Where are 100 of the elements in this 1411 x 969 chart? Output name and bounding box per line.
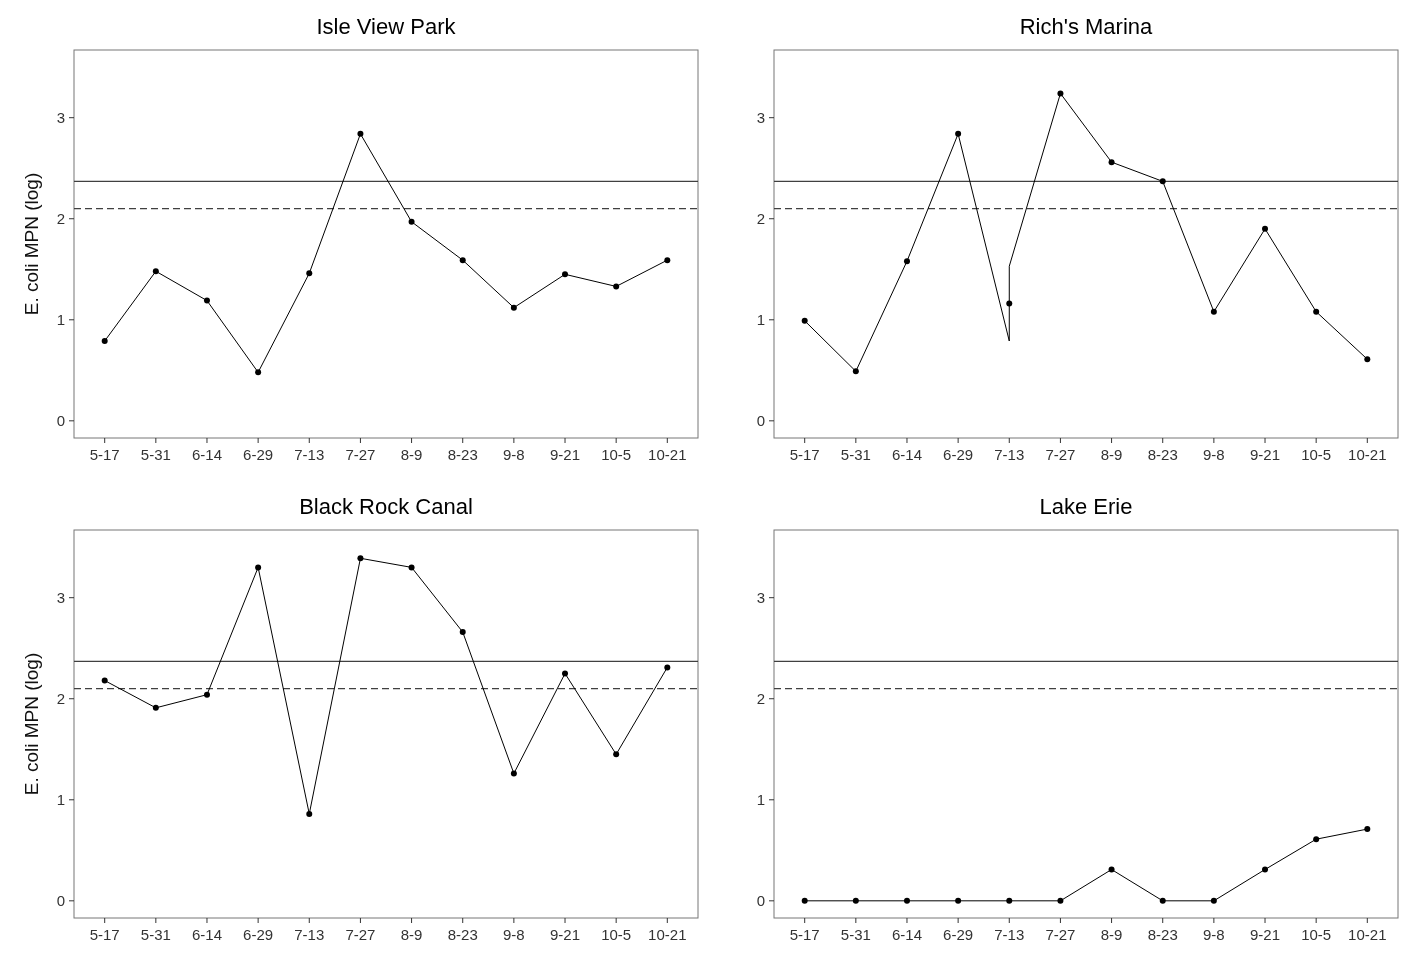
x-tick-label: 7-27 <box>345 446 376 463</box>
x-tick-label: 8-23 <box>447 926 478 943</box>
x-tick-label: 5-17 <box>789 446 820 463</box>
chart-title: Black Rock Canal <box>299 494 473 519</box>
x-tick-label: 6-29 <box>243 926 274 943</box>
point <box>306 270 313 277</box>
x-tick-label: 9-21 <box>550 446 581 463</box>
x-tick-label: 10-5 <box>1301 926 1332 943</box>
x-tick-label: 6-14 <box>891 926 922 943</box>
point <box>152 268 159 275</box>
point <box>357 130 364 137</box>
y-axis-title: E. coli MPN (log) <box>21 172 42 316</box>
chart-title: Lake Erie <box>1039 494 1133 519</box>
x-tick-label: 7-13 <box>294 446 325 463</box>
x-tick-label: 8-23 <box>447 446 478 463</box>
y-tick-label: 1 <box>56 791 65 809</box>
point <box>1006 897 1013 904</box>
x-tick-label: 7-27 <box>1045 926 1076 943</box>
point <box>459 257 466 264</box>
point <box>408 564 415 571</box>
point <box>801 317 808 324</box>
point <box>306 810 313 817</box>
point <box>203 297 210 304</box>
x-tick-label: 5-17 <box>89 926 120 943</box>
y-tick-label: 3 <box>56 588 65 606</box>
y-tick-label: 1 <box>756 791 765 809</box>
x-tick-label: 8-23 <box>1147 926 1178 943</box>
point <box>510 304 517 311</box>
point <box>357 555 364 562</box>
x-tick-label: 8-9 <box>400 926 423 943</box>
x-tick-label: 10-21 <box>1348 446 1387 463</box>
x-tick-label: 8-9 <box>400 446 423 463</box>
point <box>664 257 671 264</box>
y-tick-label: 0 <box>56 412 65 430</box>
point <box>408 218 415 225</box>
y-tick-label: 0 <box>56 892 65 910</box>
point <box>152 704 159 711</box>
x-tick-label: 9-8 <box>1203 926 1225 943</box>
point <box>1108 866 1115 873</box>
point <box>1210 897 1217 904</box>
point <box>562 271 569 278</box>
point <box>510 770 517 777</box>
x-tick-label: 9-8 <box>503 926 525 943</box>
point <box>613 283 620 290</box>
x-tick-label: 9-8 <box>1203 446 1225 463</box>
chart-title: Rich's Marina <box>1019 14 1154 39</box>
x-tick-label: 6-29 <box>943 446 974 463</box>
point <box>1313 308 1320 315</box>
y-tick-label: 0 <box>756 412 765 430</box>
x-tick-label: 10-5 <box>1301 446 1332 463</box>
x-tick-label: 7-27 <box>1045 446 1076 463</box>
x-tick-label: 7-27 <box>345 926 376 943</box>
point <box>1262 225 1269 232</box>
y-tick-label: 1 <box>756 311 765 329</box>
x-tick-label: 8-23 <box>1147 446 1178 463</box>
x-tick-label: 9-8 <box>503 446 525 463</box>
x-tick-label: 9-21 <box>1250 926 1281 943</box>
point <box>955 897 962 904</box>
x-tick-label: 5-31 <box>140 446 171 463</box>
x-tick-label: 6-14 <box>891 446 922 463</box>
x-tick-label: 9-21 <box>1250 446 1281 463</box>
x-tick-label: 7-13 <box>994 926 1025 943</box>
x-tick-label: 6-29 <box>243 446 274 463</box>
point <box>903 897 910 904</box>
point <box>664 664 671 671</box>
point <box>562 670 569 677</box>
point <box>101 338 108 344</box>
y-tick-label: 1 <box>56 311 65 329</box>
x-tick-label: 7-13 <box>994 446 1025 463</box>
x-tick-label: 5-31 <box>840 446 871 463</box>
point <box>1313 836 1320 843</box>
y-tick-label: 3 <box>56 108 65 126</box>
point <box>613 751 620 758</box>
point <box>203 691 210 698</box>
point <box>903 258 910 265</box>
x-tick-label: 6-29 <box>943 926 974 943</box>
x-tick-label: 10-5 <box>601 926 632 943</box>
x-tick-label: 5-17 <box>789 926 820 943</box>
y-tick-label: 3 <box>756 588 765 606</box>
x-tick-label: 5-31 <box>140 926 171 943</box>
x-tick-label: 5-17 <box>89 446 120 463</box>
point <box>1159 178 1166 185</box>
point <box>1006 300 1013 307</box>
y-axis-title: E. coli MPN (log) <box>21 652 42 796</box>
point <box>1364 826 1371 833</box>
x-tick-label: 6-14 <box>191 926 222 943</box>
y-tick-label: 2 <box>56 689 65 707</box>
point <box>801 897 808 904</box>
chart-title: Isle View Park <box>316 14 457 39</box>
point <box>1210 308 1217 315</box>
point <box>955 130 962 137</box>
y-tick-label: 2 <box>756 209 765 227</box>
y-tick-label: 2 <box>56 209 65 227</box>
point <box>255 564 262 571</box>
x-tick-label: 10-21 <box>648 446 687 463</box>
x-tick-label: 8-9 <box>1100 926 1123 943</box>
point <box>255 369 262 376</box>
point <box>1262 866 1269 873</box>
point <box>1364 356 1371 363</box>
x-tick-label: 10-21 <box>1348 926 1387 943</box>
